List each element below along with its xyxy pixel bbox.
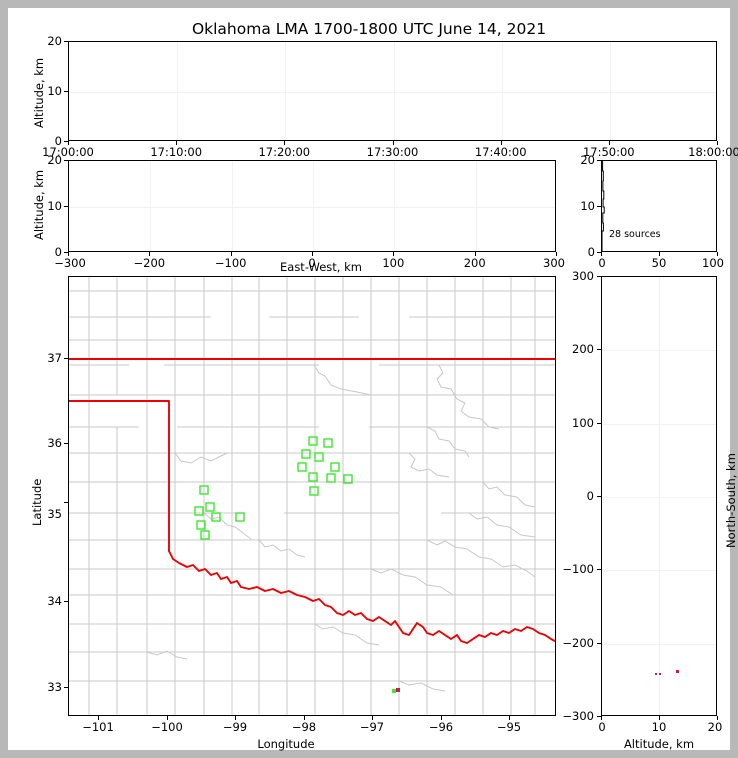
panel-time-vs-altitude — [68, 41, 717, 141]
p2-xtick-0: 0 — [308, 256, 316, 270]
lma-source-markers — [194, 436, 353, 540]
p1-xtick-1720: 17:20:00 — [258, 145, 311, 159]
panel-altitude-vs-north-south — [601, 276, 717, 716]
p5-ytick-m100: −100 — [562, 562, 594, 576]
panel-plan-view-map — [68, 276, 556, 716]
p1-xtick-1800: 18:00:00 — [688, 145, 738, 159]
p3-xtick-0: 0 — [598, 256, 606, 270]
p4-xlabel: Longitude — [257, 737, 315, 751]
p4-ytick-33: 33 — [47, 680, 62, 694]
p2-xtick-m200: −200 — [133, 256, 166, 270]
p4-xtick-m96: −96 — [428, 720, 454, 734]
p2-xlabel: East-West, km — [280, 260, 362, 274]
p5-ytick-200: 200 — [572, 342, 594, 356]
p5-ylabel: North-South, km — [724, 453, 738, 548]
p1-xtick-1710: 17:10:00 — [150, 145, 203, 159]
histogram-trace — [602, 161, 605, 251]
p1-ytick-20: 20 — [47, 34, 62, 48]
p4-xtick-m98: −98 — [291, 720, 317, 734]
p4-ytick-36: 36 — [47, 436, 62, 450]
p5-xtick-10: 10 — [651, 720, 667, 734]
panel-east-west-vs-altitude — [68, 160, 556, 252]
p3-xtick-50: 50 — [651, 256, 667, 270]
p4-ylabel: Latitude — [30, 478, 44, 526]
p4-xtick-m100: −100 — [151, 720, 183, 734]
p2-xtick-100: 100 — [382, 256, 405, 270]
county-boundaries — [69, 277, 555, 715]
p4-xtick-m99: −99 — [222, 720, 248, 734]
p1-ytick-0: 0 — [54, 134, 62, 148]
p2-xtick-200: 200 — [463, 256, 486, 270]
p5-ytick-100: 100 — [572, 416, 594, 430]
p4-ytick-34: 34 — [47, 594, 62, 608]
p3-ytick-0: 0 — [587, 245, 595, 259]
southern-source-pair — [392, 688, 400, 693]
p1-xtick-1750: 17:50:00 — [582, 145, 635, 159]
p3-xtick-100: 100 — [702, 256, 724, 270]
p4-ytick-37: 37 — [47, 351, 62, 365]
histogram-source-count: 28 sources — [609, 229, 661, 240]
p5-xtick-20: 20 — [707, 720, 723, 734]
p5-ytick-300: 300 — [572, 269, 594, 283]
p1-xtick-1740: 17:40:00 — [474, 145, 527, 159]
p5-ytick-m200: −200 — [562, 636, 594, 650]
p2-ytick-10: 10 — [47, 199, 62, 213]
p2-xtick-300: 300 — [543, 256, 565, 270]
p1-ylabel: Altitude, km — [32, 57, 46, 128]
p5-ytick-0: 0 — [586, 489, 594, 503]
p1-ytick-10: 10 — [47, 84, 62, 98]
p3-ytick-10: 10 — [580, 199, 595, 213]
p5-xtick-0: 0 — [598, 720, 606, 734]
figure-title: Oklahoma LMA 1700-1800 UTC June 14, 2021 — [191, 20, 547, 38]
p2-xtick-m300: −300 — [54, 256, 86, 270]
p4-ytick-35: 35 — [47, 507, 62, 521]
panel-altitude-histogram: 28 sources — [601, 160, 717, 252]
p2-ytick-0: 0 — [54, 245, 62, 259]
p4-xtick-m101: −101 — [82, 720, 114, 734]
ns-altitude-points — [655, 670, 679, 675]
p4-xtick-m95: −95 — [496, 720, 522, 734]
p2-ylabel: Altitude, km — [32, 169, 46, 240]
p5-ytick-m300: −300 — [562, 709, 594, 723]
p4-xtick-m97: −97 — [359, 720, 385, 734]
p2-xtick-m100: −100 — [214, 256, 247, 270]
figure-canvas: Oklahoma LMA 1700-1800 UTC June 14, 2021… — [8, 8, 738, 751]
map-canvas — [69, 277, 555, 715]
p1-xtick-1730: 17:30:00 — [366, 145, 419, 159]
p1-xtick-1700: 17:00:00 — [42, 145, 94, 159]
p5-xlabel: Altitude, km — [623, 737, 695, 751]
p3-ytick-20: 20 — [580, 153, 595, 167]
p2-ytick-20: 20 — [47, 153, 62, 167]
oklahoma-state-border — [69, 358, 555, 644]
